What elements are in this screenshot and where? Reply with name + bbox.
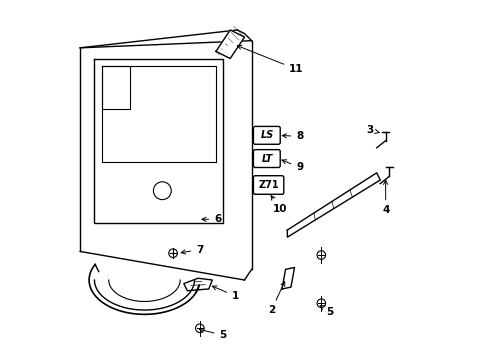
FancyBboxPatch shape (253, 126, 280, 144)
FancyBboxPatch shape (253, 150, 280, 167)
Polygon shape (287, 173, 380, 237)
Text: 6: 6 (202, 214, 221, 224)
Text: LT: LT (261, 154, 272, 163)
Text: 11: 11 (237, 45, 303, 74)
Text: 8: 8 (282, 131, 303, 141)
Text: Z71: Z71 (258, 180, 279, 190)
Text: 1: 1 (212, 286, 239, 301)
Text: 5: 5 (320, 305, 333, 317)
FancyBboxPatch shape (253, 176, 283, 194)
Polygon shape (216, 30, 244, 59)
Text: 10: 10 (270, 195, 287, 213)
Text: 2: 2 (267, 282, 284, 315)
Text: 3: 3 (365, 125, 378, 135)
Text: 7: 7 (181, 245, 203, 255)
Polygon shape (282, 267, 294, 289)
Text: 5: 5 (199, 328, 226, 341)
Text: LS: LS (260, 130, 273, 140)
Text: 9: 9 (282, 160, 303, 172)
Text: 4: 4 (381, 180, 388, 215)
